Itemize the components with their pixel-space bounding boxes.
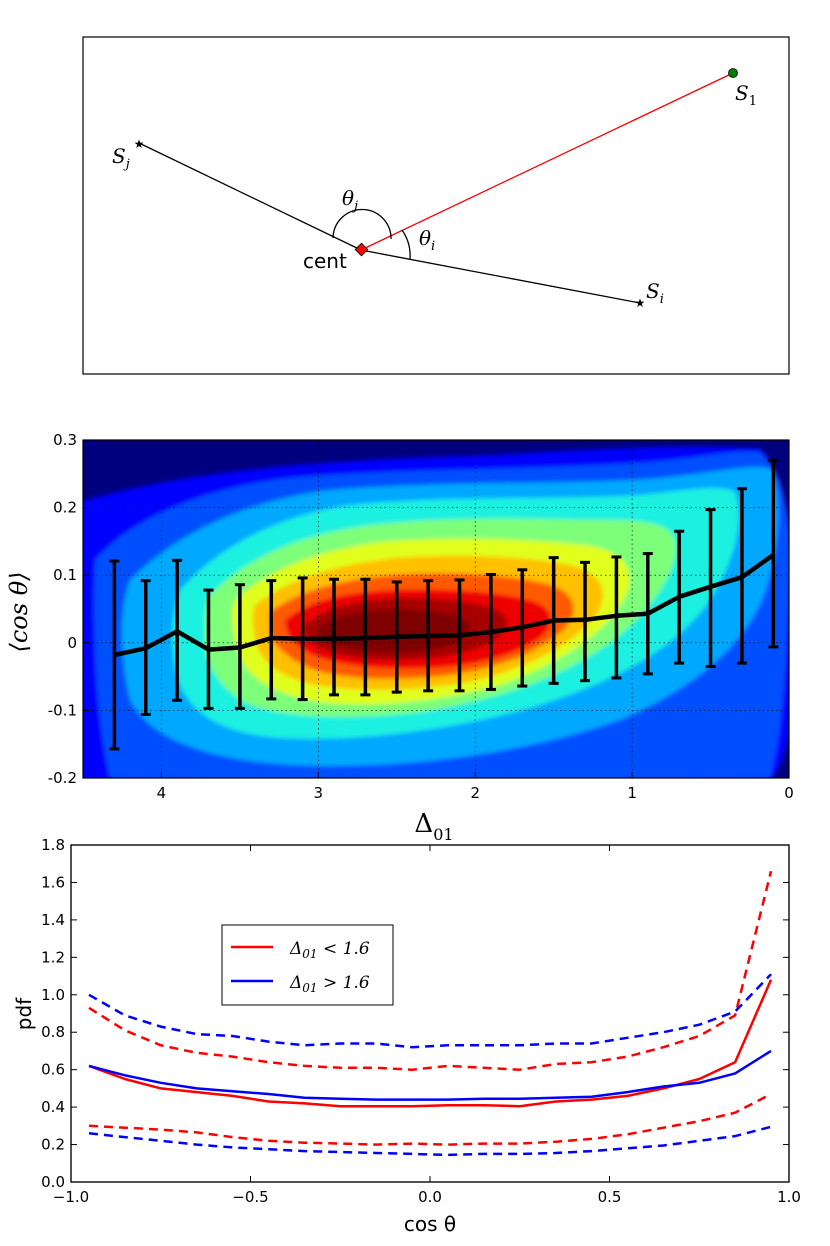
pdf-series: [88, 870, 773, 1157]
y-tick-label: 0.0: [41, 1173, 65, 1191]
y-tick-label: 0.3: [53, 431, 77, 449]
y-tick-label: 1.6: [41, 873, 65, 891]
y-tick-label: 1.4: [41, 911, 65, 929]
pdf-panel: −1.0 −0.5 0.0 0.5 1.0 0.0 0.2 0.4 0.6 0.8 1.0 1.2 1.…: [12, 836, 801, 1236]
x-tick-label: 1.0: [777, 1188, 801, 1206]
angle-arc-theta-i: [401, 229, 411, 260]
pdf-frame: [70, 844, 790, 1183]
series-line-3: [88, 973, 772, 1049]
pdf-ylabel: pdf: [12, 997, 36, 1030]
angle-arc-theta-j: [332, 208, 392, 240]
marker-s1: [728, 68, 738, 78]
y-tick-label: 0.8: [41, 1023, 65, 1041]
legend: Δ01 < 1.6 Δ01 > 1.6: [221, 924, 394, 1006]
y-tick-label: 0.1: [53, 566, 77, 584]
series-line-0: [88, 979, 773, 1108]
label-sj: Sj: [112, 144, 130, 172]
label-theta-j: θj: [342, 186, 358, 214]
marker-cent: [354, 242, 369, 257]
line-cent-to-si: [360, 249, 641, 304]
x-tick-label: 0.0: [418, 1188, 442, 1206]
contour-xlabel: Δ01: [414, 809, 453, 844]
line-cent-to-s1: [360, 72, 734, 251]
label-si: Si: [646, 279, 664, 307]
series-line-1: [88, 1049, 772, 1101]
pdf-ticks: −1.0 −0.5 0.0 0.5 1.0 0.0 0.2 0.4 0.6 0.8 1.0 1.2 1.…: [41, 836, 801, 1206]
label-cent: cent: [303, 249, 347, 273]
x-tick-label: 4: [157, 784, 167, 802]
x-tick-label: 2: [470, 784, 480, 802]
y-tick-label: 1.2: [41, 948, 65, 966]
y-tick-label: 0.2: [41, 1136, 65, 1154]
pdf-xlabel: cos θ: [404, 1212, 456, 1236]
contour-fill: [83, 440, 789, 778]
y-tick-label: 0.4: [41, 1098, 65, 1116]
legend-entry-blue: Δ01 > 1.6: [289, 973, 370, 995]
series-line-2: [88, 870, 773, 1071]
star-sj: ★: [134, 137, 145, 151]
contour-ticks: 4 3 2 1 0 -0.2 -0.1 0 0.1 0.2 0.3: [48, 431, 794, 802]
star-si: ★: [635, 296, 646, 310]
label-s1: S1: [735, 81, 757, 109]
series-line-4: [88, 1092, 772, 1146]
line-cent-to-sj: [138, 142, 362, 251]
contour-frame: [82, 439, 790, 779]
x-tick-label: 1: [627, 784, 637, 802]
y-tick-label: -0.2: [48, 769, 77, 787]
contour-panel: 4 3 2 1 0 -0.2 -0.1 0 0.1 0.2 0.3 ⟨cos θ⟩ Δ01: [5, 431, 794, 844]
x-tick-label: −0.5: [232, 1188, 268, 1206]
x-tick-label: 3: [314, 784, 324, 802]
legend-box: [221, 924, 394, 1006]
y-tick-label: -0.1: [48, 701, 77, 719]
errorbars: [109, 458, 779, 751]
contour-ylabel: ⟨cos θ⟩: [5, 571, 33, 652]
y-tick-label: 1.8: [41, 836, 65, 854]
legend-entry-red: Δ01 < 1.6: [289, 939, 370, 961]
mean-line: [113, 553, 775, 658]
y-tick-label: 0.6: [41, 1061, 65, 1079]
diagram-frame: [82, 36, 790, 375]
diagram-panel: ★ ★ S1 Sj Si cent θj θi: [82, 36, 790, 375]
y-tick-label: 1.0: [41, 986, 65, 1004]
y-tick-label: 0: [67, 634, 77, 652]
x-tick-label: 0.5: [598, 1188, 622, 1206]
x-tick-label: −1.0: [53, 1188, 89, 1206]
x-tick-label: 0: [784, 784, 794, 802]
y-tick-label: 0.2: [53, 499, 77, 517]
label-theta-i: θi: [419, 226, 435, 254]
